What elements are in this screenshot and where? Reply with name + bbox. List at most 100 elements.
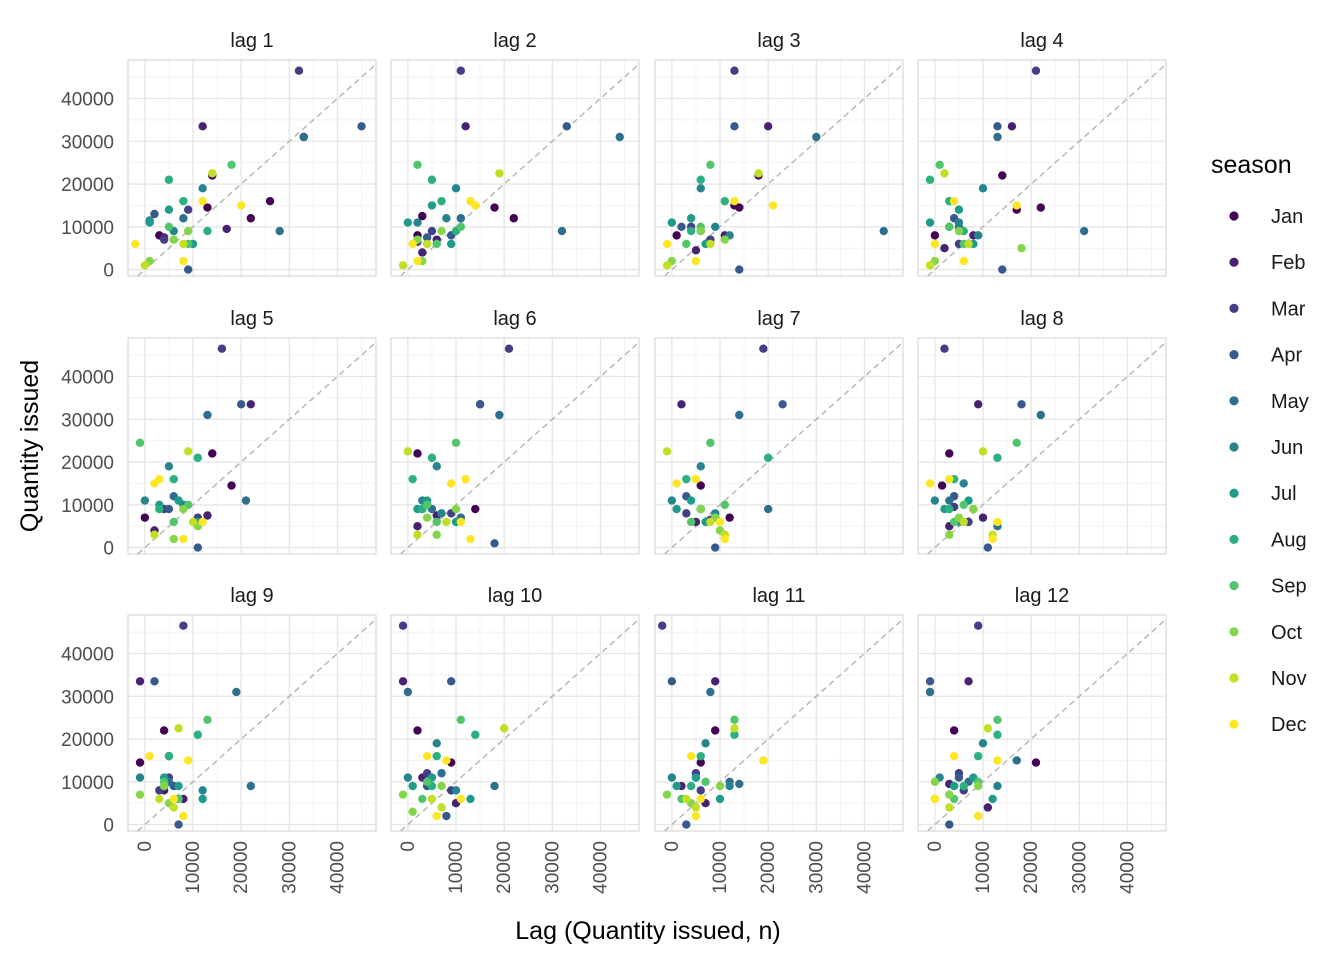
data-point xyxy=(925,677,935,686)
data-point xyxy=(198,196,207,206)
data-point xyxy=(930,231,940,240)
data-point xyxy=(403,773,413,782)
data-point xyxy=(1036,410,1045,420)
data-point xyxy=(735,410,744,420)
data-point xyxy=(754,169,763,178)
data-point xyxy=(413,256,422,266)
data-point xyxy=(706,160,715,169)
data-point xyxy=(778,400,787,409)
identity-line xyxy=(664,63,904,277)
data-point xyxy=(456,794,466,804)
data-point xyxy=(973,781,983,791)
data-point xyxy=(983,543,993,552)
identity-line xyxy=(927,618,1167,832)
data-point xyxy=(993,122,1002,131)
data-point xyxy=(937,481,947,490)
y-tick-label: 0 xyxy=(103,816,114,837)
data-point xyxy=(164,751,174,761)
facet-strip-label: lag 11 xyxy=(752,585,805,607)
y-tick-label: 0 xyxy=(103,261,114,282)
data-point xyxy=(978,739,988,748)
data-point xyxy=(398,790,408,799)
data-point xyxy=(715,794,725,804)
y-tick-label: 20000 xyxy=(61,175,114,196)
data-point xyxy=(150,530,159,539)
data-point xyxy=(930,239,940,249)
legend-label: Jul xyxy=(1271,483,1297,505)
data-point xyxy=(696,481,705,490)
legend-key xyxy=(1229,396,1239,406)
data-point xyxy=(677,222,686,232)
data-point xyxy=(662,239,672,249)
x-axis-title: Lag (Quantity issued, n) xyxy=(515,917,780,945)
data-point xyxy=(720,534,730,544)
data-point xyxy=(198,786,207,795)
legend-label: Jun xyxy=(1271,437,1303,459)
data-point xyxy=(1079,226,1089,236)
data-point xyxy=(241,496,251,505)
data-point xyxy=(993,715,1002,724)
data-point xyxy=(451,184,461,193)
data-point xyxy=(179,214,188,223)
data-point xyxy=(949,781,959,791)
data-point xyxy=(973,231,983,240)
data-point xyxy=(763,122,773,131)
facet-strip-label: lag 2 xyxy=(493,30,536,52)
data-point xyxy=(949,751,959,761)
data-point xyxy=(812,132,821,142)
x-tick-label: 40000 xyxy=(854,841,875,894)
data-point xyxy=(945,790,954,799)
data-point xyxy=(456,222,466,232)
data-point xyxy=(236,201,246,210)
data-point xyxy=(403,218,413,227)
data-point xyxy=(945,474,954,484)
data-point xyxy=(432,811,441,821)
data-point xyxy=(150,209,159,219)
data-point xyxy=(667,218,677,227)
x-tick-label: 10000 xyxy=(183,841,204,894)
data-point xyxy=(183,265,193,274)
data-point xyxy=(183,226,193,236)
legend-key xyxy=(1229,673,1239,683)
data-point xyxy=(461,474,470,484)
data-point xyxy=(135,773,145,782)
data-point xyxy=(164,175,174,184)
data-point xyxy=(179,811,188,821)
x-tick-label: 40000 xyxy=(1117,841,1138,894)
identity-line xyxy=(664,341,904,555)
legend-key xyxy=(1229,211,1239,221)
data-point xyxy=(159,235,169,244)
data-point xyxy=(720,235,730,244)
data-point xyxy=(135,790,145,799)
data-point xyxy=(451,504,461,514)
facet-panel: lag 7 xyxy=(654,308,904,555)
data-point xyxy=(978,513,988,522)
data-point xyxy=(499,724,509,733)
data-point xyxy=(408,781,417,791)
panel-border xyxy=(390,614,640,832)
data-point xyxy=(509,214,518,223)
data-point xyxy=(169,474,178,484)
data-point xyxy=(208,169,217,178)
data-point xyxy=(451,438,461,447)
data-point xyxy=(294,66,304,75)
data-point xyxy=(169,517,178,527)
data-point xyxy=(427,453,437,462)
x-tick-label: 30000 xyxy=(279,841,300,894)
data-point xyxy=(691,803,701,812)
data-point xyxy=(945,504,954,514)
data-point xyxy=(446,677,456,686)
legend-label: Sep xyxy=(1271,576,1307,598)
data-point xyxy=(422,777,432,787)
identity-line xyxy=(137,341,377,555)
data-point xyxy=(179,621,188,630)
data-point xyxy=(471,504,480,514)
facet-panel: lag 3 xyxy=(654,30,904,277)
data-point xyxy=(682,820,691,829)
data-point xyxy=(198,122,207,131)
data-point xyxy=(720,196,730,206)
data-point xyxy=(696,226,705,236)
data-point xyxy=(696,794,705,804)
facet-strip-label: lag 9 xyxy=(230,585,273,607)
